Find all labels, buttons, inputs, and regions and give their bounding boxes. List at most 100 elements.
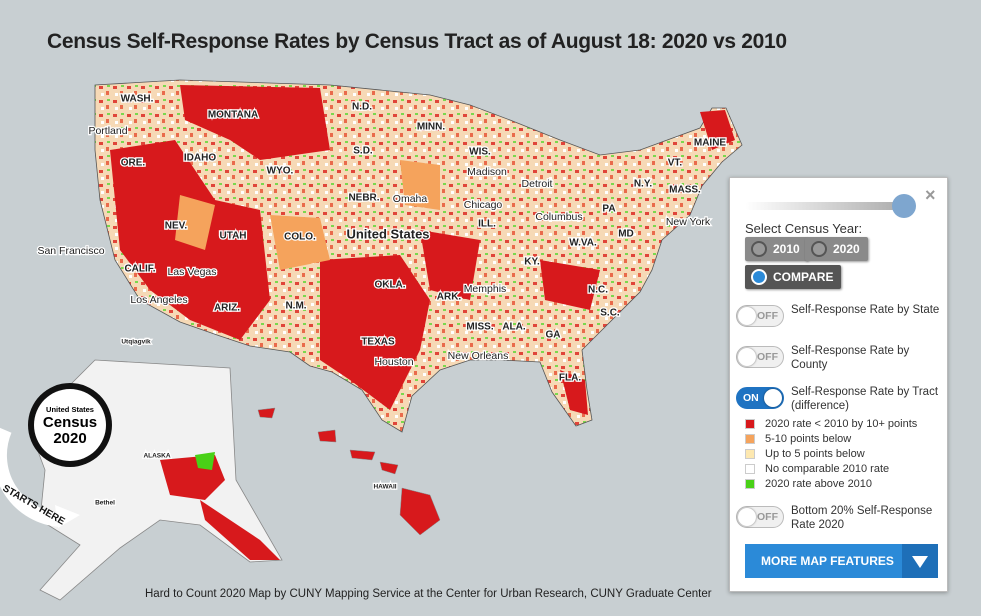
layer-label: Bottom 20% Self-Response Rate 2020 xyxy=(791,505,933,531)
year-label: 2010 xyxy=(773,242,800,256)
map-label: Utqiagvik xyxy=(121,339,151,346)
toggle[interactable]: OFF xyxy=(736,346,784,368)
toggle[interactable]: OFF xyxy=(736,506,784,528)
logo-line3: 2020 xyxy=(53,430,86,447)
map-label: Memphis xyxy=(464,283,507,295)
map-label: ILL. xyxy=(478,219,496,230)
legend-swatch xyxy=(745,419,755,429)
slider-track xyxy=(745,202,907,210)
map-label: New York xyxy=(666,216,711,228)
map-label: Bethel xyxy=(95,500,115,507)
legend-label: 2020 rate above 2010 xyxy=(765,478,873,490)
map-label: UTAH xyxy=(219,231,246,242)
year-option[interactable]: 2010 xyxy=(745,237,808,261)
alaska-increase xyxy=(195,452,215,470)
year-label: COMPARE xyxy=(773,270,834,284)
map-label: United States xyxy=(346,226,429,241)
legend-swatch xyxy=(745,479,755,489)
year-label: 2020 xyxy=(833,242,860,256)
map-label: ARIZ. xyxy=(214,303,240,314)
toggle-state: OFF xyxy=(757,310,778,322)
lower-48 xyxy=(94,79,743,433)
map-label: MINN. xyxy=(417,122,446,133)
toggle-knob[interactable] xyxy=(738,348,756,366)
close-button[interactable]: × xyxy=(925,185,936,205)
map-label: NEBR. xyxy=(348,193,379,204)
radio[interactable] xyxy=(751,269,767,285)
map-label: N.C. xyxy=(588,285,608,296)
radio[interactable] xyxy=(811,241,827,257)
map-label: WIS. xyxy=(469,147,491,158)
map-label: PA xyxy=(602,204,615,215)
map-label: Madison xyxy=(467,166,507,178)
year-prompt: Select Census Year: xyxy=(745,221,863,236)
legend-label: No comparable 2010 rate xyxy=(765,463,890,475)
map-label: MD xyxy=(618,229,634,240)
map-label: New Orleans xyxy=(448,350,509,362)
year-option[interactable]: 2020 xyxy=(805,237,868,261)
map-label: Chicago xyxy=(464,199,503,211)
map-label: Detroit xyxy=(522,178,553,190)
more-features-button[interactable]: MORE MAP FEATURES xyxy=(745,544,938,578)
slider-knob[interactable] xyxy=(892,194,916,218)
title: Census Self-Response Rates by Census Tra… xyxy=(47,30,787,53)
legend-swatch xyxy=(745,434,755,444)
map-label: Portland xyxy=(88,125,127,137)
map-label: CALIF. xyxy=(124,264,155,275)
map-label: ALA. xyxy=(502,322,526,333)
minor-decline-areas xyxy=(175,160,440,270)
map-label: Los Angeles xyxy=(130,294,187,306)
button-arrow[interactable] xyxy=(902,544,938,578)
map-label: Houston xyxy=(374,356,413,368)
map-label: MISS. xyxy=(466,322,493,333)
radio[interactable] xyxy=(751,241,767,257)
legend-swatch xyxy=(745,449,755,459)
map-label: FLA. xyxy=(559,373,581,384)
map-label: WASH. xyxy=(121,94,154,105)
toggle-state: OFF xyxy=(757,351,778,363)
map-label: Columbus xyxy=(535,211,582,223)
toggle-knob[interactable] xyxy=(738,508,756,526)
legend-label: 2020 rate < 2010 by 10+ points xyxy=(765,418,918,430)
hawaii xyxy=(257,407,441,536)
map-label: S.D. xyxy=(353,146,373,157)
map-label: ORE. xyxy=(121,158,146,169)
map-label: MASS. xyxy=(669,185,701,196)
control-panel: × Select Census Year: 2010 2020 COMPARE OF… xyxy=(729,177,948,592)
map-label: COLO. xyxy=(284,232,316,243)
map-label: MAINE xyxy=(694,138,727,149)
map-label: N.D. xyxy=(352,102,372,113)
layer-label: Self-Response Rate by State xyxy=(791,304,940,316)
toggle[interactable]: ON xyxy=(736,387,784,409)
toggle-knob[interactable] xyxy=(764,389,782,407)
map-label: KY. xyxy=(524,257,540,268)
map-label: MONTANA xyxy=(208,110,258,121)
map-label: TEXAS xyxy=(361,337,395,348)
toggle[interactable]: OFF xyxy=(736,305,784,327)
map-label: OKLA. xyxy=(374,280,405,291)
year-option[interactable]: COMPARE xyxy=(745,265,842,289)
map-label: ARK. xyxy=(437,292,462,303)
map-label: HAWAII xyxy=(373,484,396,491)
legend-label: Up to 5 points below xyxy=(765,448,865,460)
map-label: VT. xyxy=(668,158,683,169)
map-label: N.Y. xyxy=(634,179,653,190)
toggle-state: OFF xyxy=(757,511,778,523)
logo-line1: United States xyxy=(46,405,94,414)
button-label: MORE MAP FEATURES xyxy=(761,554,894,568)
decline-areas xyxy=(110,85,735,415)
map-label: San Francisco xyxy=(37,245,104,257)
map-label: GA xyxy=(546,330,561,341)
credit: Hard to Count 2020 Map by CUNY Mapping S… xyxy=(145,588,712,600)
map-label: IDAHO xyxy=(184,153,216,164)
layer-label: Self-Response Rate by Tract (difference) xyxy=(791,386,939,412)
map-label: W.VA. xyxy=(569,238,597,249)
toggle-state: ON xyxy=(743,392,759,404)
map-label: NEV. xyxy=(165,221,188,232)
map-label: ALASKA xyxy=(143,453,170,460)
alaska-decline xyxy=(160,455,280,560)
map-label: WYO. xyxy=(267,166,294,177)
layer-label: Self-Response Rate by County xyxy=(791,345,910,371)
toggle-knob[interactable] xyxy=(738,307,756,325)
legend-swatch xyxy=(745,464,755,474)
